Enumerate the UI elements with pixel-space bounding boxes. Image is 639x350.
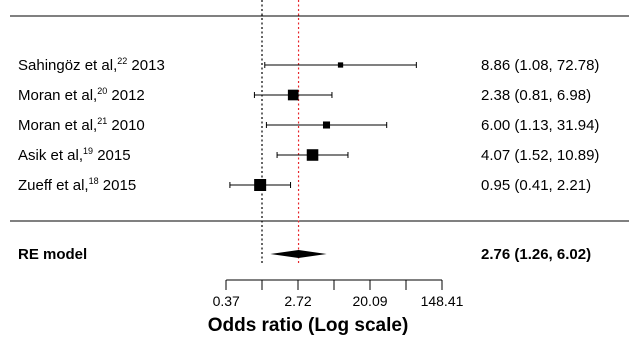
study-label: Asik et al,19 2015 (18, 146, 131, 164)
study-estimate: 4.07 (1.52, 10.89) (481, 147, 599, 164)
study-ref: 18 (89, 176, 99, 186)
study-estimate: 2.38 (0.81, 6.98) (481, 87, 591, 104)
study-author: Moran et al, (18, 87, 97, 104)
study-estimate: 0.95 (0.41, 2.21) (481, 177, 591, 194)
study-estimate: 8.86 (1.08, 72.78) (481, 57, 599, 74)
x-tick-label: 20.09 (352, 293, 387, 309)
study-author: Sahingöz et al, (18, 57, 117, 74)
point-estimate (306, 149, 319, 161)
study-label: Moran et al,20 2012 (18, 86, 145, 104)
x-tick-label: 148.41 (421, 293, 464, 309)
summary-label: RE model (18, 246, 87, 263)
point-estimate (287, 89, 299, 101)
study-year: 2015 (93, 147, 131, 164)
study-estimate: 6.00 (1.13, 31.94) (481, 117, 599, 134)
study-year: 2013 (127, 57, 165, 74)
summary-diamond (270, 250, 327, 258)
study-ref: 21 (97, 116, 107, 126)
study-ref: 20 (97, 86, 107, 96)
study-row: Sahingöz et al,22 2013 8.86 (1.08, 72.78) (18, 56, 599, 74)
point-estimate (322, 121, 331, 129)
study-row: Zueff et al,18 2015 0.95 (0.41, 2.21) (18, 176, 591, 194)
study-ref: 19 (83, 146, 93, 156)
summary-estimate: 2.76 (1.26, 6.02) (481, 246, 591, 263)
study-label: Moran et al,21 2010 (18, 116, 145, 134)
study-label: Zueff et al,18 2015 (18, 176, 136, 194)
x-axis-title: Odds ratio (Log scale) (208, 315, 409, 336)
x-tick-label: 0.37 (213, 293, 240, 309)
study-year: 2010 (107, 117, 145, 134)
point-estimate (254, 179, 267, 191)
study-ref: 22 (117, 56, 127, 66)
study-row: Moran et al,20 2012 2.38 (0.81, 6.98) (18, 86, 591, 104)
x-tick-label: 2.72 (284, 293, 311, 309)
study-row: Moran et al,21 2010 6.00 (1.13, 31.94) (18, 116, 599, 134)
study-author: Zueff et al, (18, 177, 89, 194)
study-year: 2015 (99, 177, 137, 194)
study-author: Moran et al, (18, 117, 97, 134)
summary-row: RE model 2.76 (1.26, 6.02) (18, 246, 591, 263)
study-row: Asik et al,19 2015 4.07 (1.52, 10.89) (18, 146, 599, 164)
study-year: 2012 (107, 87, 145, 104)
study-rows: Sahingöz et al,22 2013 8.86 (1.08, 72.78)… (18, 56, 599, 194)
x-axis: 0.37 2.72 20.09 148.41 (213, 279, 464, 309)
study-label: Sahingöz et al,22 2013 (18, 56, 165, 74)
point-estimate (337, 62, 344, 68)
study-author: Asik et al, (18, 147, 83, 164)
